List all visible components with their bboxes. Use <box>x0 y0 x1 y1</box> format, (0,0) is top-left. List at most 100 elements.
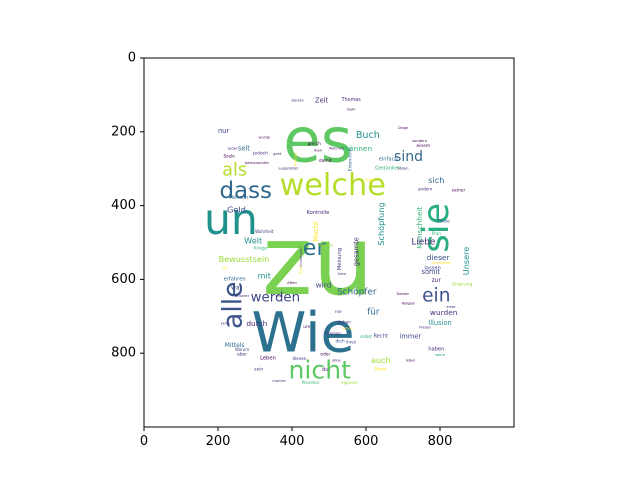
word-36: seit <box>238 144 250 152</box>
word-44: einfach <box>379 156 398 162</box>
word-49: Leben <box>260 356 276 362</box>
word-56: Thomas <box>341 97 362 103</box>
word-23: Welt <box>244 236 262 246</box>
word-52: Meinung <box>337 248 343 270</box>
word-69: oder <box>320 352 330 358</box>
word-101: Jahrtausenden <box>244 161 269 165</box>
word-30: dieser <box>427 253 451 262</box>
word-17: Buch <box>356 130 380 141</box>
word-98: wurde <box>259 135 271 139</box>
word-78: selbst <box>360 334 372 339</box>
word-28: durch <box>246 319 267 328</box>
word-13: sind <box>394 149 423 165</box>
word-92: seine <box>435 353 446 357</box>
x-tick-label-4: 800 <box>428 434 453 449</box>
word-29: auch <box>371 355 391 365</box>
word-57: einem <box>416 143 430 149</box>
word-87: man <box>314 148 323 152</box>
word-72: Kriege <box>254 246 268 251</box>
word-55: Ursprung <box>452 281 473 287</box>
word-45: zur <box>432 278 442 284</box>
y-tick-label-1: 200 <box>111 124 136 139</box>
word-11: ein <box>422 286 450 307</box>
word-14: Schöpfer <box>337 287 377 297</box>
word-41: Mensch <box>228 195 248 201</box>
word-21: Unsere <box>461 247 471 276</box>
word-48: Recht <box>373 334 388 340</box>
word-113: Dinge <box>398 126 408 130</box>
word-16: Menschheit <box>415 206 424 248</box>
word-70: aber <box>237 352 247 358</box>
word-109: machen <box>272 379 285 383</box>
word-74: dienen <box>292 356 306 361</box>
x-tick-label-2: 400 <box>280 434 305 449</box>
word-33: Illusion <box>428 319 452 327</box>
x-tick-label-3: 600 <box>354 434 379 449</box>
word-96: Bildung <box>294 153 298 167</box>
word-12: werden <box>251 290 300 305</box>
word-106: Religion <box>402 301 415 305</box>
word-7: alle <box>217 281 248 329</box>
word-47: haben <box>428 347 444 353</box>
word-99: Ihr <box>223 266 228 270</box>
word-81: schon <box>342 326 354 330</box>
word-84: sondern <box>412 139 428 143</box>
word-104: erst <box>276 294 283 298</box>
word-67: um <box>303 325 310 330</box>
word-107: Frieden <box>419 325 431 329</box>
word-58: seiner <box>452 187 466 193</box>
word-88: sollen <box>398 167 409 171</box>
word-1: es <box>283 106 352 177</box>
word-103: Denken <box>397 292 410 296</box>
word-95: unserer <box>235 294 250 298</box>
word-25: mit <box>258 271 271 281</box>
word-42: Kontrolle <box>306 210 329 216</box>
word-6: sie <box>416 203 457 253</box>
word-layer: zuesWieunwelchenichtsiealledassalsereinw… <box>204 96 473 385</box>
word-27: für <box>367 308 380 318</box>
word-89: Viele <box>365 177 375 182</box>
word-71: sein <box>254 366 263 372</box>
word-18: können <box>345 144 372 153</box>
word-83: andern <box>418 186 433 191</box>
word-43: Gedanken <box>375 166 401 172</box>
word-0: zu <box>262 205 373 317</box>
word-110: leben <box>406 359 415 363</box>
word-77: Themen <box>323 331 341 336</box>
word-100: Gott <box>299 266 303 275</box>
image-background <box>144 58 514 427</box>
word-114: Wahrheit <box>329 146 345 150</box>
word-75: Planeten <box>302 380 320 385</box>
y-tick-label-2: 400 <box>111 198 136 213</box>
word-68: dich <box>335 339 344 345</box>
word-94: Universum <box>299 247 303 267</box>
word-26: wird <box>316 280 332 289</box>
y-tick-label-4: 800 <box>111 346 136 361</box>
word-5: nicht <box>288 355 351 384</box>
word-51: erfahren <box>224 276 246 282</box>
word-108: ohne <box>332 359 340 363</box>
axes-frame <box>143 57 515 428</box>
word-85: Seele <box>223 153 235 158</box>
word-19: Liebe <box>411 238 435 248</box>
word-86: jeder <box>227 146 238 150</box>
plot-area: zuesWieunwelchenichtsiealledassalsereinw… <box>143 57 515 428</box>
x-tick-label-0: 0 <box>140 434 148 449</box>
word-10: er <box>303 235 327 261</box>
y-tick-label-3: 600 <box>111 272 136 287</box>
word-64: jedoch <box>252 150 268 156</box>
word-40: Mittels <box>225 343 245 349</box>
word-79: ihren <box>346 340 357 345</box>
x-tick-label-1: 200 <box>206 434 231 449</box>
word-34: immer <box>400 333 422 341</box>
word-37: Zeit <box>315 96 329 104</box>
word-73: Warum <box>235 347 249 352</box>
y-tick-label-0: 0 <box>128 51 136 66</box>
word-9: als <box>222 161 247 181</box>
word-3: un <box>204 196 258 245</box>
word-46: lassen <box>424 265 440 271</box>
word-4: welche <box>279 168 385 203</box>
word-60: Plan <box>432 231 442 237</box>
word-91: einer <box>446 305 456 309</box>
